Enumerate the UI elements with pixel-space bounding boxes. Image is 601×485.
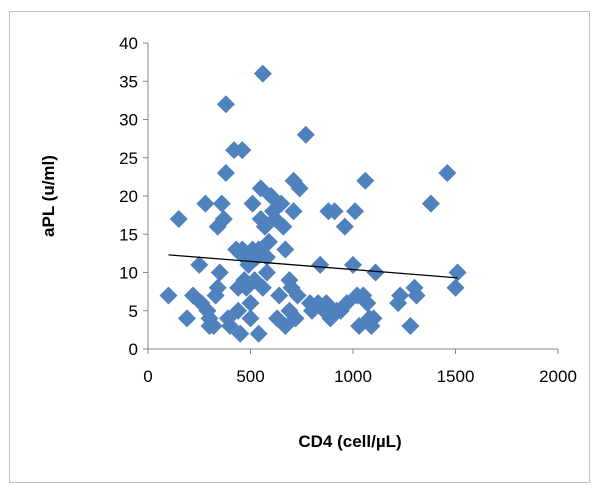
data-point [284,202,303,221]
data-point [190,255,209,274]
x-tick-label: 0 [143,367,152,386]
data-point [366,263,385,282]
data-point [401,317,420,336]
x-tick-label: 500 [236,367,264,386]
x-axis-ticks: 0 500 1000 1500 2000 [143,349,577,386]
data-point [391,286,410,305]
data-point [325,202,344,221]
data-point [196,194,215,213]
data-point [214,209,233,228]
x-axis-title: CD4 (cell/µL) [298,432,401,451]
y-tick-label: 25 [119,149,138,168]
y-axis-title: aPL (u/ml) [39,155,58,237]
data-point [335,217,354,236]
y-tick-label: 10 [119,264,138,283]
data-point [241,294,260,313]
data-points [159,64,467,343]
data-point [346,202,365,221]
data-point [257,263,276,282]
y-tick-label: 20 [119,187,138,206]
data-point [249,324,268,343]
y-axis-ticks: 0 5 10 15 20 25 30 35 40 [119,34,148,359]
y-tick-label: 30 [119,111,138,130]
y-tick-label: 40 [119,34,138,53]
data-point [159,286,178,305]
data-point [358,294,377,313]
y-tick-label: 0 [129,340,138,359]
data-point [210,263,229,282]
data-point [290,179,309,198]
data-point [286,309,305,328]
data-point [257,248,276,267]
data-point [259,232,278,251]
data-point [421,194,440,213]
data-point [229,301,248,320]
scatter-plot: 0 5 10 15 20 25 30 35 40 0 500 1000 1500 2000 aPL (u… [39,34,577,451]
x-tick-label: 2000 [539,367,577,386]
data-point [231,324,250,343]
data-point [344,255,362,274]
data-point [438,164,457,183]
y-tick-label: 15 [119,225,138,244]
data-point [448,263,467,282]
data-point [216,95,235,114]
data-point [253,64,272,83]
data-point [272,194,291,213]
data-point [233,141,252,160]
data-point [208,278,227,297]
data-point [407,286,426,305]
chart-frame: 0 5 10 15 20 25 30 35 40 0 500 1000 1500 2000 aPL (u… [9,11,590,483]
data-point [311,255,330,274]
data-point [212,194,231,213]
data-point [243,194,262,213]
data-point [296,125,315,144]
data-point [288,286,307,305]
data-point [216,164,235,183]
y-tick-label: 35 [119,72,138,91]
data-point [274,217,293,236]
data-point [169,209,188,228]
data-point [177,309,196,328]
data-point [364,309,383,328]
data-point [204,317,223,336]
y-tick-label: 5 [129,302,138,321]
x-tick-label: 1000 [334,367,372,386]
data-point [446,278,465,297]
data-point [356,171,375,190]
x-tick-label: 1500 [437,367,475,386]
data-point [270,286,289,305]
data-point [276,240,295,259]
trendline [168,254,458,279]
data-point [241,309,260,328]
